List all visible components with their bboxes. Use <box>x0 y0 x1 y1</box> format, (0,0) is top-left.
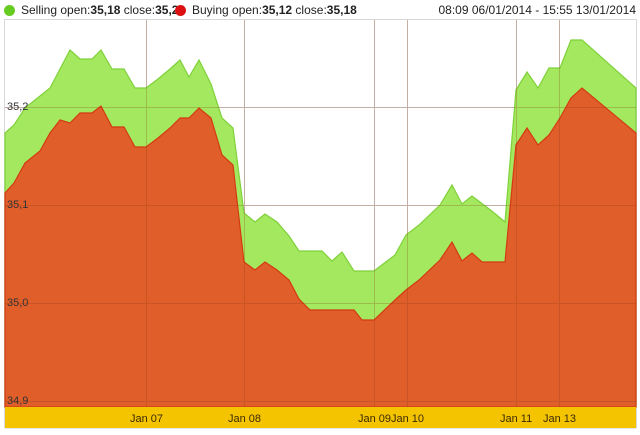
buying-dot-icon <box>175 4 186 16</box>
buying-label: Buying open: <box>192 3 263 17</box>
y-tick-label: 35,1 <box>7 199 28 211</box>
x-tick-label: Jan 09 <box>358 413 391 425</box>
buying-open: 35,12 <box>262 3 293 17</box>
x-tick-label: Jan 10 <box>391 413 424 425</box>
y-tick-label: 34,9 <box>7 395 28 407</box>
y-axis-labels: 35,2 35,1 35,0 34,9 <box>7 101 28 407</box>
legend-item-buying[interactable]: Buying open: 35,12 close: 35,18 <box>175 3 357 17</box>
selling-open: 35,18 <box>90 3 121 17</box>
buying-close: 35,18 <box>326 3 357 17</box>
selling-label: Selling open: <box>21 3 91 17</box>
x-tick-label: Jan 07 <box>130 413 163 425</box>
buying-area <box>4 87 637 408</box>
selling-close-label: close: <box>120 3 156 17</box>
y-tick-label: 35,0 <box>7 297 28 309</box>
date-range: 08:09 06/01/2014 - 15:55 13/01/2014 <box>438 3 636 17</box>
x-tick-label: Jan 13 <box>543 413 576 425</box>
chart-legend: Selling open: 35,18 close: 35,23 Buying … <box>0 0 640 18</box>
selling-dot-icon <box>4 4 15 16</box>
x-tick-label: Jan 08 <box>228 413 261 425</box>
gridlines-overlay <box>5 20 636 407</box>
buying-close-label: close: <box>292 3 327 17</box>
x-axis-band <box>5 407 636 428</box>
y-tick-label: 35,2 <box>7 101 28 113</box>
x-axis-labels: Jan 07 Jan 08 Jan 09 Jan 10 Jan 11 Jan 13 <box>130 413 576 425</box>
x-tick-label: Jan 11 <box>500 413 532 425</box>
bottom-border <box>5 428 636 429</box>
